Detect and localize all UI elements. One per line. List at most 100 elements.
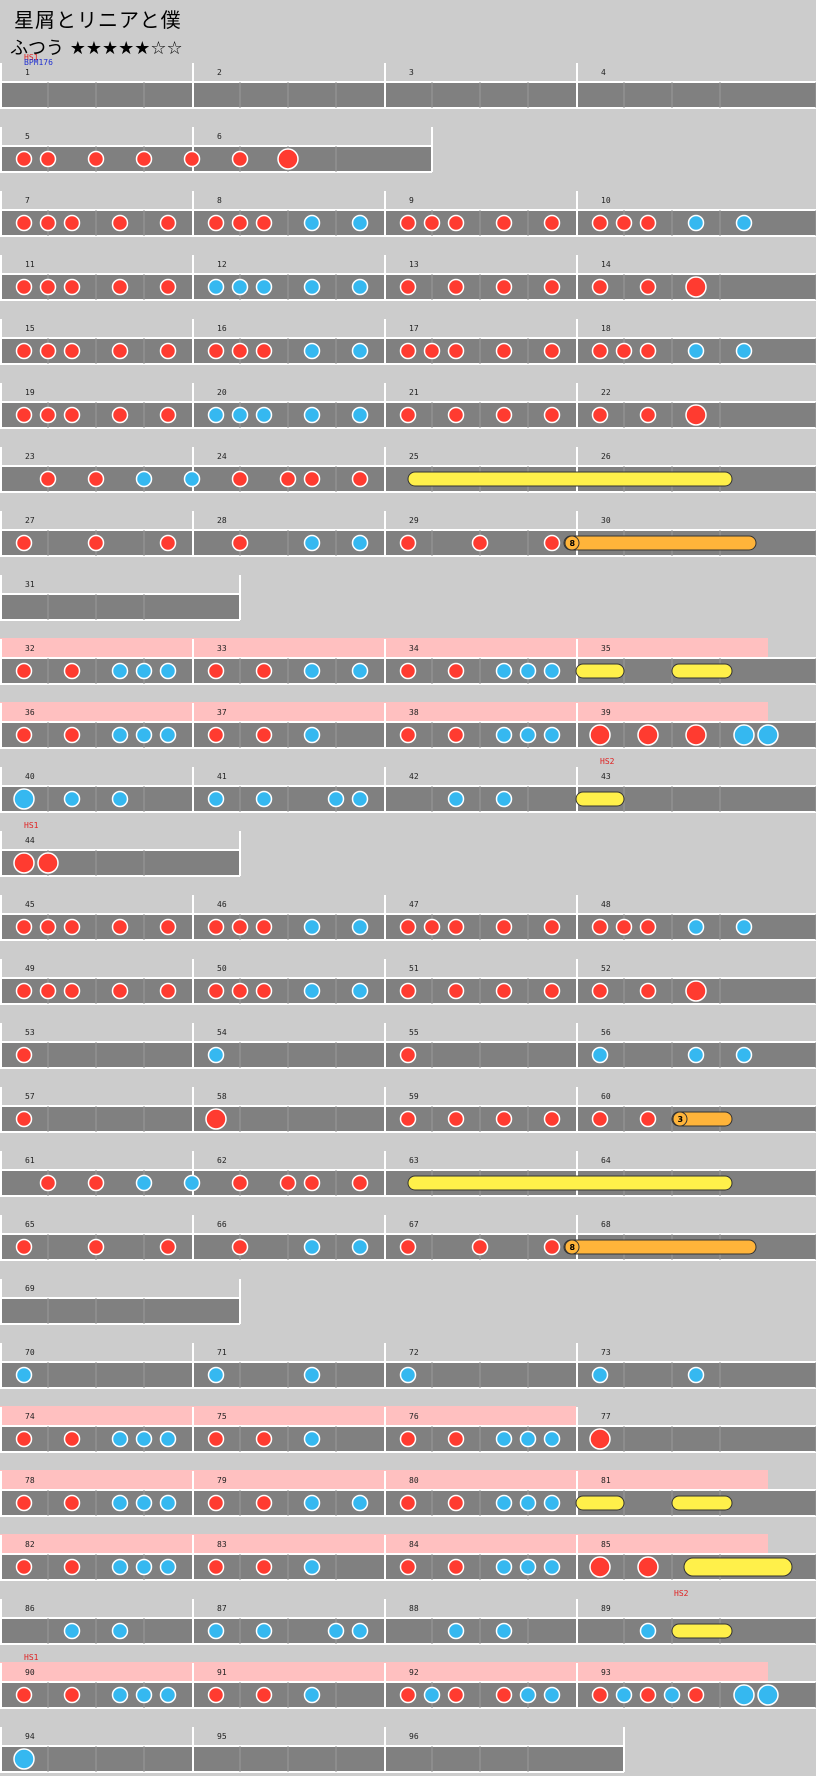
- ka-note: [495, 1430, 513, 1448]
- ka-note: [663, 1686, 681, 1704]
- measure-number: 37: [217, 708, 227, 717]
- don-note: [231, 1174, 249, 1192]
- balloon-note: [671, 1111, 733, 1127]
- lane: [0, 594, 240, 620]
- measure-number: 81: [601, 1476, 611, 1485]
- ka-note: [687, 1366, 705, 1384]
- measure-number: 88: [409, 1604, 419, 1613]
- big-don-note: [589, 1428, 611, 1450]
- ka-note: [351, 662, 369, 680]
- drumroll-note: [683, 1557, 793, 1577]
- ka-note: [543, 662, 561, 680]
- ka-note: [519, 1494, 537, 1512]
- ka-note: [351, 1238, 369, 1256]
- ka-note: [207, 790, 225, 808]
- ka-note: [63, 1622, 81, 1640]
- don-note: [495, 918, 513, 936]
- don-note: [639, 342, 657, 360]
- don-note: [63, 1686, 81, 1704]
- ka-note: [351, 534, 369, 552]
- balloon-count: 8: [570, 1243, 576, 1252]
- ka-note: [351, 406, 369, 424]
- don-note: [351, 470, 369, 488]
- don-note: [399, 662, 417, 680]
- balloon-note: [563, 535, 757, 551]
- don-note: [447, 1558, 465, 1576]
- measure-number: 89: [601, 1604, 611, 1613]
- ka-note: [495, 726, 513, 744]
- ka-note: [63, 790, 81, 808]
- don-note: [207, 214, 225, 232]
- measure-number: 64: [601, 1156, 611, 1165]
- measure-number: 72: [409, 1348, 419, 1357]
- don-note: [111, 214, 129, 232]
- don-note: [87, 150, 105, 168]
- don-note: [399, 1686, 417, 1704]
- drumroll-note: [671, 663, 733, 679]
- don-note: [135, 150, 153, 168]
- drumroll-note: [575, 663, 625, 679]
- don-note: [543, 1238, 561, 1256]
- hs-marker: HS1: [24, 53, 39, 62]
- ka-note: [207, 1622, 225, 1640]
- ka-note: [303, 1366, 321, 1384]
- don-note: [447, 1110, 465, 1128]
- don-note: [639, 406, 657, 424]
- big-ka-note: [13, 1748, 35, 1770]
- big-ka-note: [13, 788, 35, 810]
- measure-number: 26: [601, 452, 611, 461]
- don-note: [639, 1686, 657, 1704]
- measure-number: 41: [217, 772, 227, 781]
- ka-note: [303, 278, 321, 296]
- ka-note: [735, 1046, 753, 1064]
- don-note: [423, 214, 441, 232]
- lane: [0, 786, 816, 812]
- don-note: [447, 214, 465, 232]
- ka-note: [639, 1622, 657, 1640]
- don-note: [87, 534, 105, 552]
- don-note: [207, 918, 225, 936]
- measure-number: 90: [25, 1668, 35, 1677]
- ka-note: [231, 278, 249, 296]
- don-note: [87, 1238, 105, 1256]
- don-note: [591, 278, 609, 296]
- measure-number: 23: [25, 452, 35, 461]
- measure-number: 62: [217, 1156, 227, 1165]
- don-note: [231, 982, 249, 1000]
- don-note: [543, 214, 561, 232]
- big-don-note: [685, 724, 707, 746]
- ka-note: [543, 1686, 561, 1704]
- don-note: [495, 406, 513, 424]
- measure-number: 93: [601, 1668, 611, 1677]
- don-note: [399, 534, 417, 552]
- don-note: [15, 1110, 33, 1128]
- lane: [0, 1746, 624, 1772]
- don-note: [615, 342, 633, 360]
- measure-number: 30: [601, 516, 611, 525]
- don-note: [231, 534, 249, 552]
- measure-number: 1: [25, 68, 30, 77]
- measure-number: 11: [25, 260, 35, 269]
- don-note: [159, 534, 177, 552]
- balloon-head: [564, 535, 580, 551]
- measure-number: 44: [25, 836, 35, 845]
- ka-note: [255, 406, 273, 424]
- don-note: [63, 982, 81, 1000]
- ka-note: [591, 1046, 609, 1064]
- ka-note: [591, 1366, 609, 1384]
- ka-note: [447, 790, 465, 808]
- measure-number: 73: [601, 1348, 611, 1357]
- balloon-head: [564, 1239, 580, 1255]
- measure-number: 28: [217, 516, 227, 525]
- ka-note: [303, 1430, 321, 1448]
- ka-note: [207, 406, 225, 424]
- big-don-note: [277, 148, 299, 170]
- don-note: [399, 1046, 417, 1064]
- ka-note: [111, 1622, 129, 1640]
- measure-number: 32: [25, 644, 35, 653]
- measure-number: 69: [25, 1284, 35, 1293]
- don-note: [495, 214, 513, 232]
- don-note: [231, 470, 249, 488]
- ka-note: [327, 790, 345, 808]
- measure-number: 18: [601, 324, 611, 333]
